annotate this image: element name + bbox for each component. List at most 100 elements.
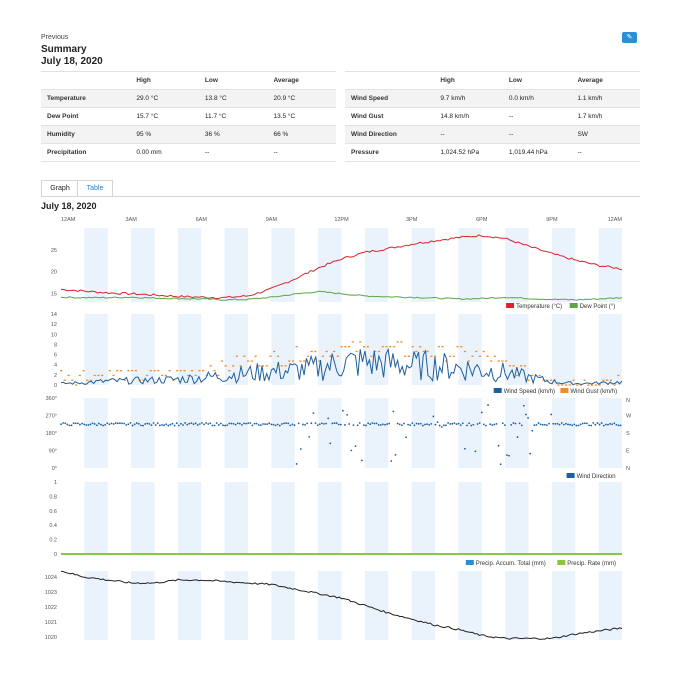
wind-direction-point [133,423,136,426]
wind-gust-point [190,370,194,372]
wind-gust-point [295,346,298,348]
wind-direction-point [249,422,252,424]
wind-direction-point [280,423,283,425]
wind-direction-point [468,422,471,425]
wind-direction-point [375,422,378,425]
wind-direction-point [573,423,576,426]
column-header: Low [502,71,572,90]
legend-label: Wind Direction [577,474,616,480]
wind-direction-point [66,423,69,426]
hour-band [84,482,108,554]
hour-band [271,228,295,302]
hour-band [131,482,155,554]
wind-direction-point [442,424,445,427]
wind-direction-point [97,422,100,425]
wind-gust-point [527,379,530,381]
wind-direction-point [144,423,147,425]
hour-band [224,228,248,302]
wind-gust-point [209,365,212,367]
table-cell: -- [434,125,503,144]
hour-band [318,482,342,554]
hour-band [551,482,576,554]
wind-gust-point [146,374,149,377]
table-cell: 1,019.44 hPa [502,143,572,162]
wind-gust-point [187,374,190,377]
wind-gust-point [508,365,511,367]
wind-direction-point [459,424,462,426]
y-tick-label: 12 [51,322,57,328]
wind-direction-point [415,422,418,425]
wind-gust-point [564,384,568,386]
wind-gust-point [288,360,291,362]
wind-direction-point [62,422,65,424]
wind-gust-point [217,374,220,377]
wind-direction-point [123,422,126,425]
wind-gust-point [78,374,81,377]
y-tick-label: 25 [51,248,57,254]
wind-gust-point [351,341,354,343]
wind-gust-point [329,355,332,357]
hour-band [271,482,295,554]
hour-band [131,571,155,640]
wind-gust-point [407,355,411,357]
wind-gust-point [505,360,508,362]
wind-gust-point [258,365,261,367]
wind-gust-point [74,384,78,386]
hour-band [505,228,529,302]
wind-direction-point [100,423,102,426]
previous-link[interactable]: Previous [41,34,69,41]
hour-band [598,571,622,640]
wind-direction-point [409,424,412,426]
x-tick-label: 3PM [406,217,418,223]
summary-table-left: High Low Average Temperature 29.0 °C 13.8 °C 2… [41,71,336,162]
wind-direction-point [499,463,502,466]
wind-gust-point [340,346,343,348]
wind-direction-point [600,422,603,424]
edit-button[interactable]: ✎ [622,32,637,43]
wind-direction-point [457,422,460,425]
wind-direction-point [219,422,222,425]
wind-gust-point [280,365,283,367]
wind-direction-point [588,424,590,427]
wind-gust-point [321,355,324,357]
wind-gust-point [411,346,414,348]
wind-direction-point [119,422,121,425]
wind-direction-point [619,424,622,427]
column-header: Average [267,71,336,90]
wind-direction-point [236,422,239,425]
wind-direction-point [154,424,157,426]
x-tick-label: 9PM [546,217,558,223]
wind-gust-point [396,341,399,343]
wind-direction-point [413,424,416,427]
hour-band [131,228,155,302]
wind-direction-point [495,422,498,425]
table-cell: -- [198,143,268,162]
wind-direction-point [466,424,468,427]
wind-direction-point [270,423,273,426]
wind-gust-point [389,346,392,348]
wind-gust-point [377,350,381,353]
wind-gust-point [82,370,85,372]
row-label: Wind Speed [345,89,435,108]
wind-direction-point [354,445,357,448]
hour-band [84,398,108,468]
wind-gust-point [89,379,93,381]
wind-direction-point [186,423,189,426]
wind-direction-point [108,423,111,426]
row-label: Wind Direction [345,125,435,144]
wind-direction-point [180,422,182,425]
legend-swatch [566,473,575,478]
wind-direction-point [297,422,300,425]
tab-table[interactable]: Table [77,180,113,197]
table-header-row: High Low Average [41,71,336,90]
compass-tick-label: N [626,398,630,404]
table-cell: -- [571,143,640,162]
wind-direction-point [262,423,264,425]
wind-gust-point [175,370,179,372]
wind-gust-point [224,365,227,367]
wind-direction-point [64,422,67,425]
hour-band [271,571,295,640]
wind-direction-point [234,423,237,426]
wind-direction-point [398,423,401,426]
hour-band [318,398,342,468]
